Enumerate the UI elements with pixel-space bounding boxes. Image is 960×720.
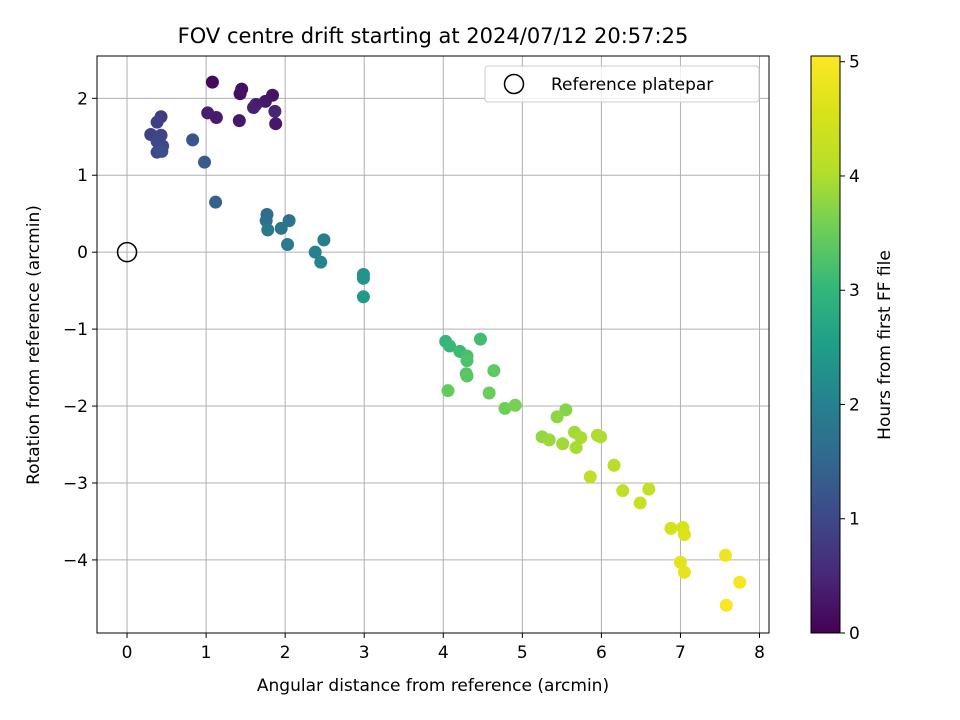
legend-box bbox=[484, 65, 760, 103]
y-tick-label: −3 bbox=[63, 474, 88, 494]
data-point bbox=[443, 339, 457, 353]
data-point bbox=[186, 133, 200, 147]
data-point bbox=[198, 155, 212, 169]
x-tick-label: 3 bbox=[359, 643, 370, 663]
x-ticks: 0 1 2 3 4 5 6 7 8 bbox=[122, 633, 765, 663]
data-point bbox=[473, 332, 487, 346]
data-point bbox=[261, 223, 275, 237]
data-point bbox=[441, 384, 455, 398]
x-tick-label: 6 bbox=[596, 643, 607, 663]
x-tick-label: 7 bbox=[675, 643, 686, 663]
data-point bbox=[673, 555, 687, 569]
legend: Reference platepar bbox=[484, 65, 760, 103]
data-point bbox=[209, 195, 223, 209]
colorbar-tick-label: 1 bbox=[849, 510, 860, 530]
y-tick-label: −2 bbox=[63, 397, 88, 417]
data-point bbox=[574, 431, 588, 445]
data-point bbox=[317, 233, 331, 247]
data-point bbox=[482, 386, 496, 400]
x-tick-label: 0 bbox=[122, 643, 133, 663]
x-tick-label: 8 bbox=[754, 643, 765, 663]
data-point bbox=[583, 470, 597, 484]
data-point bbox=[150, 115, 164, 129]
y-tick-label: 1 bbox=[77, 166, 88, 186]
data-point bbox=[274, 221, 288, 235]
x-tick-label: 4 bbox=[438, 643, 449, 663]
chart-title: FOV centre drift starting at 2024/07/12 … bbox=[178, 24, 689, 48]
colorbar-tick-label: 4 bbox=[849, 167, 860, 187]
colorbar: 0 1 2 3 4 5 Hours from first FF file bbox=[810, 53, 895, 644]
data-point bbox=[616, 484, 630, 498]
data-point bbox=[460, 369, 474, 383]
points-layer bbox=[144, 75, 747, 612]
data-point bbox=[733, 575, 747, 589]
reference-point bbox=[116, 241, 138, 263]
data-point bbox=[642, 482, 656, 496]
y-tick-label: 0 bbox=[77, 243, 88, 263]
data-point bbox=[719, 548, 733, 562]
legend-label: Reference platepar bbox=[551, 75, 713, 95]
y-tick-label: −4 bbox=[63, 551, 88, 571]
x-tick-label: 2 bbox=[280, 643, 291, 663]
data-point bbox=[232, 114, 246, 128]
data-point bbox=[460, 354, 474, 368]
data-point bbox=[508, 398, 522, 412]
data-point bbox=[677, 528, 691, 542]
data-point bbox=[569, 441, 583, 455]
data-point bbox=[550, 410, 564, 424]
data-point bbox=[487, 364, 501, 378]
data-point bbox=[269, 117, 283, 131]
data-point bbox=[281, 237, 295, 251]
data-point bbox=[664, 521, 678, 535]
data-point bbox=[542, 433, 556, 447]
colorbar-gradient bbox=[810, 55, 841, 634]
colorbar-tick-label: 2 bbox=[849, 395, 860, 415]
colorbar-label: Hours from first FF file bbox=[875, 250, 895, 440]
x-tick-label: 5 bbox=[517, 643, 528, 663]
data-point bbox=[235, 82, 249, 96]
plot-frame bbox=[96, 55, 770, 634]
data-point bbox=[209, 111, 223, 125]
colorbar-tick-label: 3 bbox=[849, 281, 860, 301]
data-point bbox=[356, 290, 370, 304]
colorbar-tick-label: 5 bbox=[849, 53, 860, 73]
legend-marker bbox=[503, 73, 525, 95]
data-point bbox=[314, 255, 328, 269]
data-point bbox=[498, 401, 512, 415]
data-point bbox=[607, 458, 621, 472]
data-point bbox=[677, 565, 691, 579]
data-point bbox=[247, 101, 261, 115]
data-point bbox=[356, 271, 370, 285]
y-tick-label: −1 bbox=[63, 320, 88, 340]
y-tick-label: 2 bbox=[77, 89, 88, 109]
data-point bbox=[205, 75, 219, 89]
data-point bbox=[633, 496, 647, 510]
data-point bbox=[556, 437, 570, 451]
x-axis-label: Angular distance from reference (arcmin) bbox=[257, 676, 609, 696]
data-point bbox=[719, 598, 733, 612]
data-point bbox=[308, 245, 322, 259]
data-point bbox=[268, 104, 282, 118]
data-point bbox=[594, 430, 608, 444]
colorbar-tick-label: 0 bbox=[849, 624, 860, 644]
x-tick-label: 1 bbox=[201, 643, 212, 663]
data-point bbox=[155, 144, 169, 158]
y-ticks: 2 1 0 −1 −2 −3 −4 bbox=[63, 89, 97, 571]
data-point bbox=[559, 403, 573, 417]
y-axis-label: Rotation from reference (arcmin) bbox=[24, 205, 44, 485]
colorbar-ticks: 0 1 2 3 4 5 bbox=[840, 53, 860, 644]
reference-layer bbox=[116, 241, 138, 263]
